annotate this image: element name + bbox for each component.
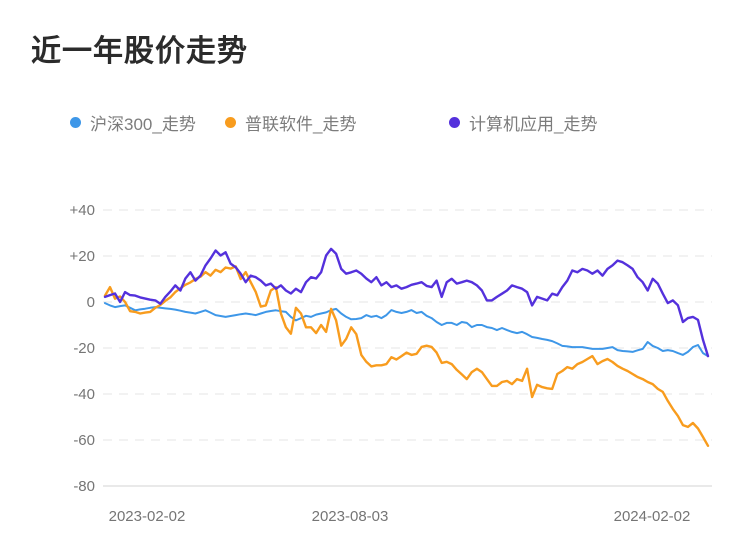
legend-marker-icon bbox=[449, 116, 460, 128]
y-axis-label: -60 bbox=[73, 432, 95, 449]
series-line-2 bbox=[103, 247, 710, 358]
y-axis-label: -40 bbox=[73, 386, 95, 403]
legend-label: 计算机应用_走势 bbox=[469, 114, 598, 134]
legend-item-pulian-software[interactable]: 普联软件_走势 bbox=[225, 111, 357, 134]
x-axis-label: 2023-02-02 bbox=[109, 508, 186, 525]
legend-item-hs300[interactable]: 沪深300_走势 bbox=[70, 111, 196, 134]
y-axis-label: +40 bbox=[70, 202, 95, 219]
x-axis-label: 2023-08-03 bbox=[312, 508, 389, 525]
y-axis-label: +20 bbox=[70, 248, 95, 265]
legend-item-computer-applications[interactable]: 计算机应用_走势 bbox=[449, 111, 598, 134]
y-axis-label: -80 bbox=[73, 478, 95, 495]
series-line-1 bbox=[103, 265, 710, 447]
legend-label: 普联软件_走势 bbox=[245, 114, 357, 134]
chart-title: 近一年股价走势 bbox=[31, 35, 248, 68]
legend: 沪深300_走势 普联软件_走势 计算机应用_走势 bbox=[0, 111, 750, 134]
legend-marker-icon bbox=[70, 116, 81, 128]
y-axis-label: 0 bbox=[87, 294, 95, 311]
y-axis-label: -20 bbox=[73, 340, 95, 357]
series-line-0 bbox=[104, 302, 709, 358]
legend-marker-icon bbox=[225, 116, 236, 128]
x-axis-label: 2024-02-02 bbox=[614, 508, 691, 525]
legend-label: 沪深300_走势 bbox=[90, 114, 196, 134]
